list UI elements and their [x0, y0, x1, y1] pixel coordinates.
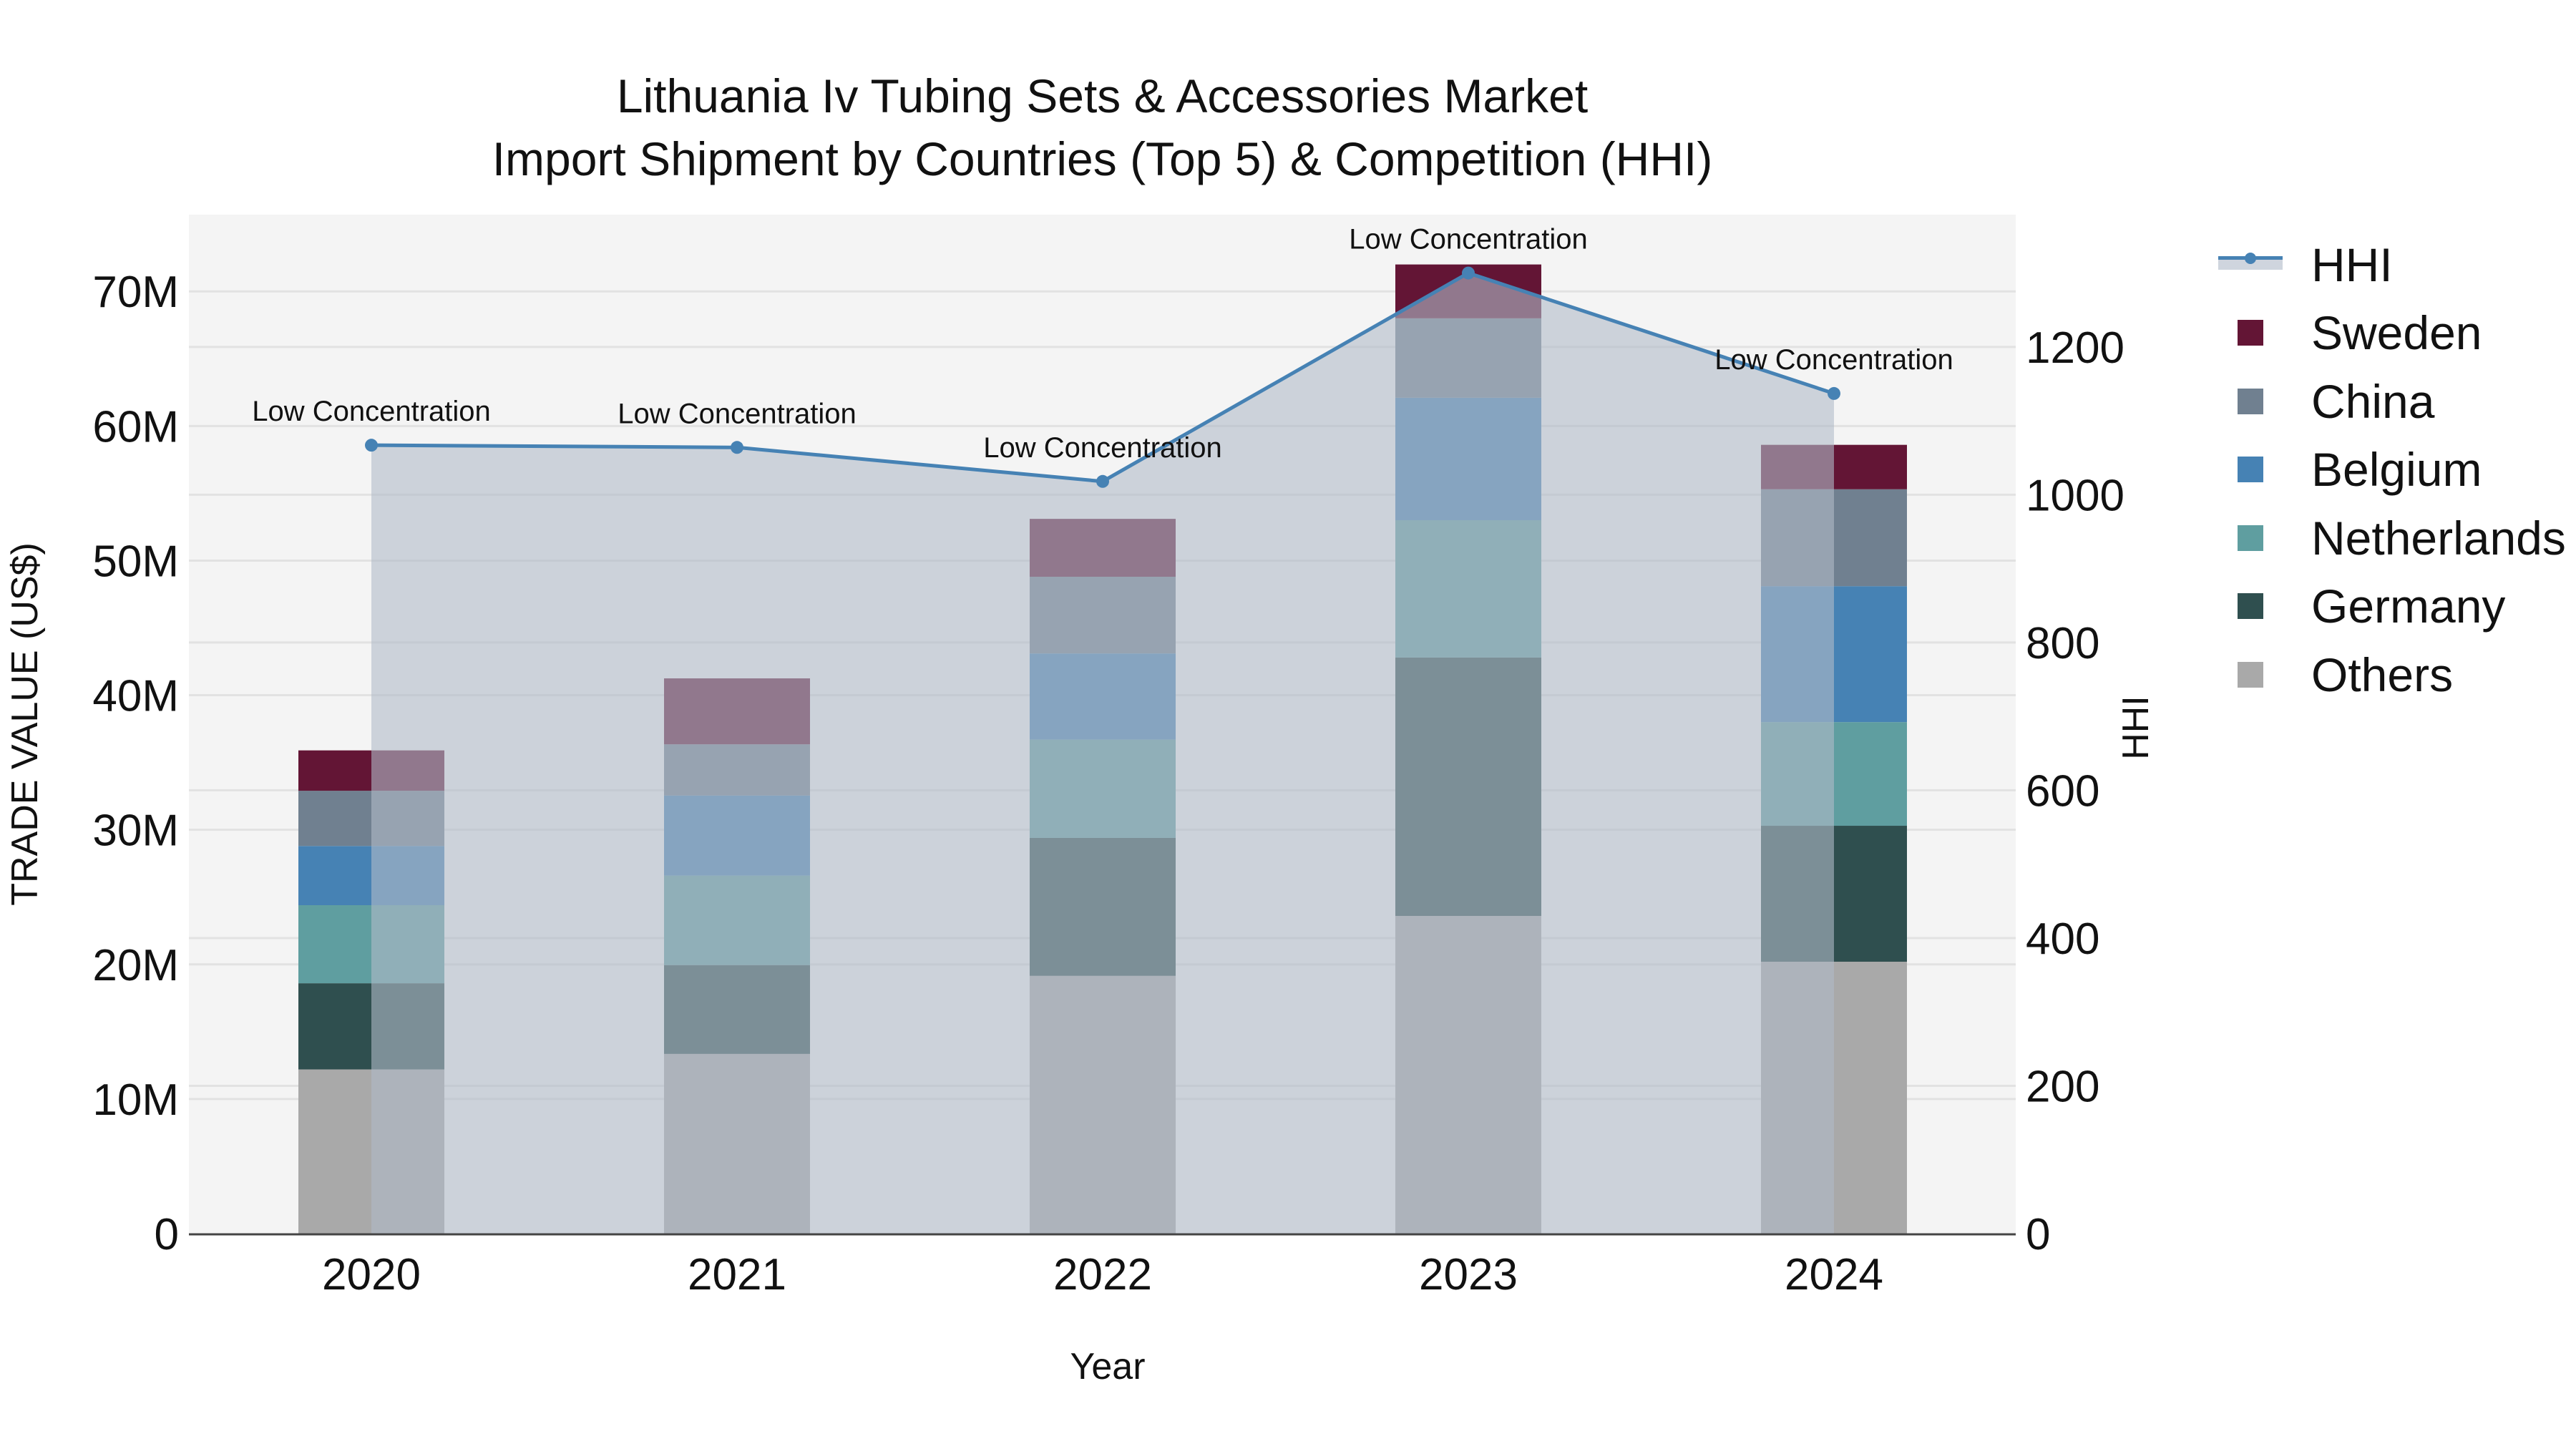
y-left-tick-label: 50M — [92, 537, 179, 586]
line-marker-icon — [2218, 250, 2283, 279]
legend-item-hhi[interactable]: HHI — [2218, 230, 2566, 299]
hhi-annotation: Low Concentration — [1349, 224, 1588, 255]
y-right-tick-label: 1200 — [2026, 323, 2124, 373]
hhi-series — [365, 266, 1840, 1234]
legend: HHI Sweden China Belgium Netherlands Ger… — [2218, 230, 2566, 709]
legend-item-others[interactable]: Others — [2218, 640, 2566, 709]
legend-label: HHI — [2311, 238, 2393, 291]
legend-label: China — [2311, 374, 2435, 428]
legend-item-belgium[interactable]: Belgium — [2218, 436, 2566, 504]
hhi-point[interactable] — [1462, 266, 1475, 280]
chart-title-line-1: Lithuania Iv Tubing Sets & Accessories M… — [616, 69, 1589, 122]
hhi-annotation: Low Concentration — [1714, 344, 1953, 376]
y-right-tick-label: 0 — [2026, 1210, 2050, 1259]
y-left-tick-label: 30M — [92, 806, 179, 856]
y-left-tick-label: 70M — [92, 268, 179, 317]
x-axis-title: Year — [1070, 1346, 1146, 1387]
legend-item-germany[interactable]: Germany — [2218, 572, 2566, 641]
legend-label: Netherlands — [2311, 511, 2566, 565]
legend-item-sweden[interactable]: Sweden — [2218, 299, 2566, 368]
legend-item-china[interactable]: China — [2218, 367, 2566, 436]
y-left-tick-label: 20M — [92, 941, 179, 990]
y-right-tick-label: 400 — [2026, 914, 2099, 964]
axis-ticks: 0 10M 20M 30M 40M 50M 60M 70M 0 200 400 600 800 1000 1… — [92, 268, 2124, 1299]
x-tick-label: 2020 — [322, 1250, 421, 1299]
y-axis-left-title: TRADE VALUE (US$) — [4, 542, 46, 906]
x-tick-label: 2022 — [1053, 1250, 1152, 1299]
hhi-area — [371, 273, 1834, 1234]
y-right-tick-label: 1000 — [2026, 471, 2124, 520]
legend-label: Others — [2311, 648, 2454, 701]
hhi-point[interactable] — [365, 439, 378, 452]
x-tick-label: 2021 — [688, 1250, 786, 1299]
y-left-tick-label: 40M — [92, 672, 179, 721]
color-swatch-icon — [2238, 457, 2263, 483]
y-right-tick-label: 800 — [2026, 619, 2099, 668]
y-left-tick-label: 10M — [92, 1075, 179, 1125]
hhi-annotation: Low Concentration — [983, 432, 1222, 464]
y-left-tick-label: 60M — [92, 402, 179, 452]
y-right-tick-label: 600 — [2026, 766, 2099, 816]
hhi-annotation: Low Concentration — [618, 398, 857, 429]
y-left-tick-label: 0 — [155, 1210, 179, 1259]
legend-label: Belgium — [2311, 443, 2482, 497]
hhi-point[interactable] — [1828, 386, 1840, 400]
hhi-point[interactable] — [731, 441, 743, 454]
color-swatch-icon — [2238, 320, 2263, 346]
x-tick-label: 2023 — [1419, 1250, 1518, 1299]
legend-label: Sweden — [2311, 306, 2482, 360]
chart-title-line-2: Import Shipment by Countries (Top 5) & C… — [492, 132, 1713, 185]
color-swatch-icon — [2238, 593, 2263, 620]
hhi-annotation: Low Concentration — [252, 396, 491, 427]
y-right-tick-label: 200 — [2026, 1062, 2099, 1111]
hhi-point[interactable] — [1096, 474, 1109, 488]
color-swatch-icon — [2238, 388, 2263, 414]
y-axis-right-title: HHI — [2115, 696, 2157, 760]
x-tick-label: 2024 — [1785, 1250, 1883, 1299]
color-swatch-icon — [2238, 525, 2263, 551]
color-swatch-icon — [2238, 661, 2263, 688]
legend-label: Germany — [2311, 580, 2506, 633]
hhi-annotations: Low Concentration Low Concentration Low Co… — [252, 224, 1953, 464]
legend-item-netherlands[interactable]: Netherlands — [2218, 504, 2566, 572]
